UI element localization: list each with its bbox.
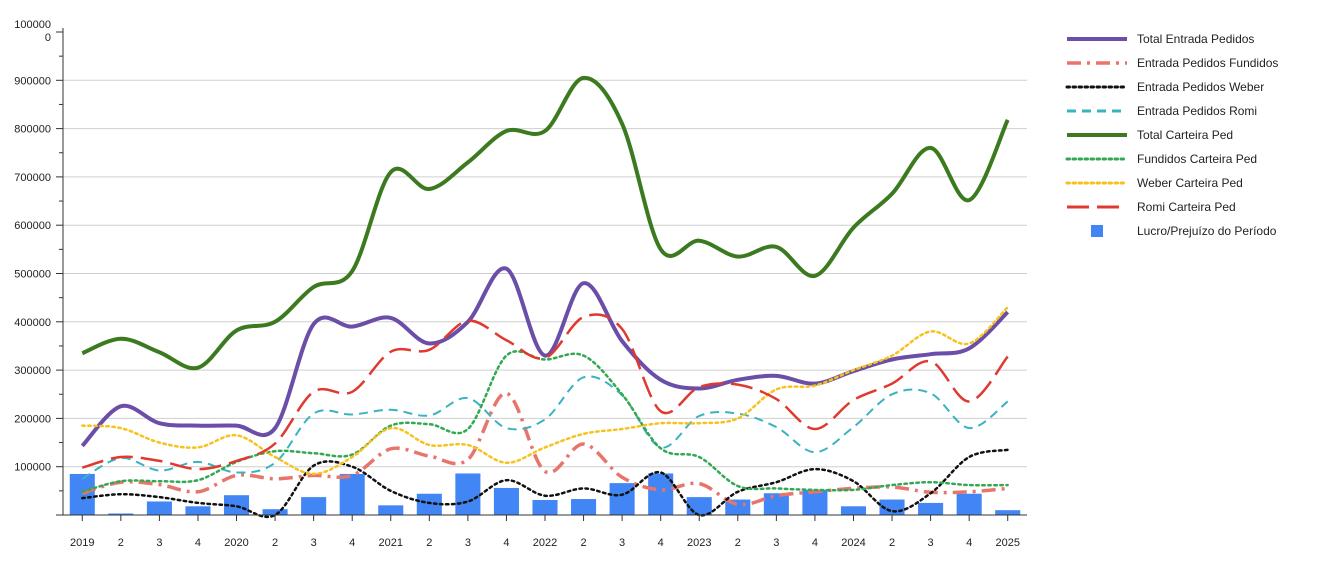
- bar: [69, 473, 95, 515]
- x-tick-label: 2021: [379, 537, 403, 549]
- x-tick-label: 2: [889, 537, 895, 549]
- x-tick-label: 4: [503, 537, 509, 549]
- bar: [108, 513, 134, 515]
- bar: [802, 489, 828, 515]
- x-tick-label: 3: [928, 537, 934, 549]
- bar: [378, 505, 404, 515]
- bar: [262, 509, 288, 515]
- x-tick-label: 2020: [224, 537, 248, 549]
- x-tick-label: 2025: [995, 537, 1019, 549]
- x-tick-label: 2: [272, 537, 278, 549]
- x-tick-label: 2: [118, 537, 124, 549]
- bar-series: [69, 473, 1021, 515]
- y-tick-label: 200000: [14, 413, 51, 425]
- bar: [763, 493, 789, 515]
- x-tick-label: 3: [773, 537, 779, 549]
- y-tick-label: 100000: [14, 462, 51, 474]
- legend-label: Entrada Pedidos Fundidos: [1137, 56, 1278, 70]
- bar: [879, 499, 905, 515]
- y-tick-label-top: 100000: [14, 19, 51, 31]
- y-tick-label: 700000: [14, 172, 51, 184]
- tick-labels: 100000 200000 300000 400000 500000 600000 7000…: [14, 19, 1020, 549]
- x-tick-label: 4: [812, 537, 818, 549]
- bar: [146, 501, 172, 515]
- bar: [416, 493, 442, 515]
- x-tick-label: 3: [311, 537, 317, 549]
- x-tick-label: 2022: [533, 537, 557, 549]
- x-tick-label: 4: [966, 537, 972, 549]
- bar: [223, 495, 250, 515]
- y-tick-label-top: 0: [45, 32, 51, 44]
- y-tick-label: 600000: [14, 220, 51, 232]
- legend: Total Entrada Pedidos Entrada Pedidos Fun…: [1065, 32, 1278, 238]
- line-series: [80, 75, 1010, 519]
- x-tick-label: 2024: [841, 537, 865, 549]
- bar: [686, 497, 712, 515]
- y-tick-label: 900000: [14, 75, 51, 87]
- x-tick-label: 4: [658, 537, 664, 549]
- x-tick-label: 3: [465, 537, 471, 549]
- series-line: [81, 375, 1009, 480]
- legend-label: Total Entrada Pedidos: [1137, 32, 1254, 46]
- bar: [956, 493, 982, 515]
- x-tick-label: 3: [619, 537, 625, 549]
- series-line: [81, 448, 1009, 519]
- bar: [301, 497, 327, 515]
- series-line: [81, 75, 1010, 371]
- y-tick-label: 500000: [14, 269, 51, 281]
- x-tick-label: 3: [156, 537, 162, 549]
- x-tick-label: 2: [735, 537, 741, 549]
- bar: [918, 502, 944, 515]
- series-line: [80, 266, 1010, 448]
- legend-label: Total Carteira Ped: [1137, 128, 1233, 142]
- legend-swatch: [1091, 225, 1103, 237]
- bar: [571, 499, 597, 515]
- legend-label: Entrada Pedidos Weber: [1137, 80, 1264, 94]
- x-tick-label: 4: [195, 537, 201, 549]
- y-tick-label: 300000: [14, 365, 51, 377]
- bar: [185, 506, 211, 515]
- legend-label: Lucro/Prejuízo do Período: [1137, 224, 1277, 238]
- bar: [532, 500, 558, 515]
- series-line: [81, 313, 1009, 471]
- bar: [648, 473, 674, 515]
- gridlines: [63, 79, 1027, 468]
- series-line: [81, 350, 1009, 494]
- x-tick-label: 2019: [70, 537, 94, 549]
- legend-label: Weber Carteira Ped: [1137, 176, 1243, 190]
- bar: [493, 487, 519, 515]
- bar: [609, 483, 635, 515]
- legend-label: Entrada Pedidos Romi: [1137, 104, 1257, 118]
- bar: [840, 506, 867, 515]
- x-tick-label: 2: [580, 537, 586, 549]
- x-tick-label: 4: [349, 537, 355, 549]
- y-tick-label: 400000: [14, 317, 51, 329]
- y-tick-label: 800000: [14, 124, 51, 136]
- axes: [56, 28, 1027, 521]
- bar: [995, 510, 1021, 515]
- legend-label: Fundidos Carteira Ped: [1137, 152, 1257, 166]
- series-line: [81, 306, 1009, 476]
- x-tick-label: 2: [426, 537, 432, 549]
- x-tick-label: 2023: [687, 537, 711, 549]
- bar: [339, 473, 365, 515]
- legend-label: Romi Carteira Ped: [1137, 200, 1236, 214]
- bar: [455, 473, 481, 515]
